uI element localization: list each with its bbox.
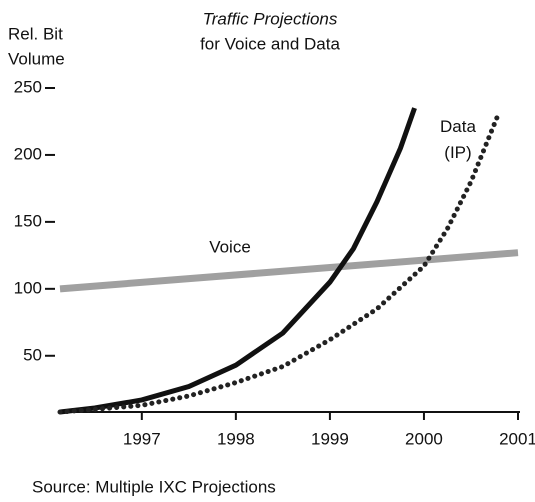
chart-title: Traffic Projections — [203, 9, 338, 28]
series-label: Voice — [209, 237, 251, 256]
x-tick-label: 2001 — [499, 429, 535, 448]
x-tick-label: 1998 — [217, 429, 255, 448]
series-line — [59, 249, 519, 293]
x-tick-label: 1997 — [123, 429, 161, 448]
x-tick-label: 2000 — [405, 429, 443, 448]
series-label: Data (IP) — [440, 117, 476, 162]
x-tick-label: 1999 — [311, 429, 349, 448]
chart-title: for Voice and Data — [200, 34, 340, 53]
y-axis-label: Rel. Bit — [8, 24, 63, 43]
y-tick-label: 200 — [14, 144, 42, 163]
y-axis-label: Volume — [8, 49, 65, 68]
y-tick-label: 250 — [14, 77, 42, 96]
y-tick-label: 150 — [14, 211, 42, 230]
y-tick-label: 50 — [23, 345, 42, 364]
source-note: Source: Multiple IXC Projections — [32, 477, 276, 496]
series-line — [57, 109, 502, 415]
y-tick-label: 100 — [14, 278, 42, 297]
series-line — [59, 107, 417, 415]
